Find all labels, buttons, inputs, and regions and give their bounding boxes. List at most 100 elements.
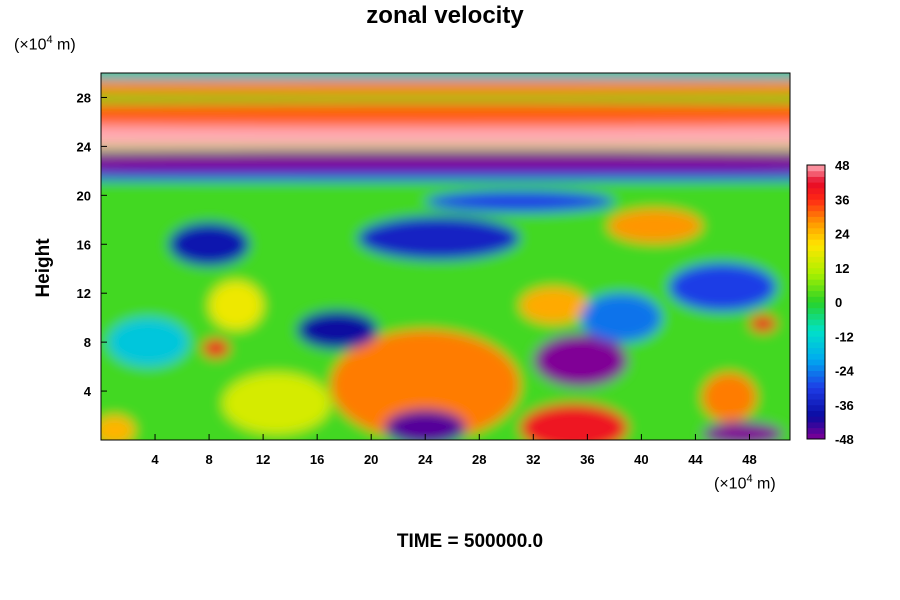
y-tick-label: 16 [77, 237, 91, 252]
colorbar-tick-label: -24 [835, 364, 855, 379]
colorbar-segment [807, 193, 825, 200]
colorbar-tick-label: 12 [835, 261, 849, 276]
heatmap-feature [533, 333, 628, 388]
y-tick-label: 24 [77, 139, 92, 154]
colorbar-segment [807, 210, 825, 217]
y-tick-label: 28 [77, 90, 91, 105]
x-unit-prefix: (×10 [714, 475, 747, 493]
heatmap-feature [607, 208, 703, 244]
colorbar-segment [807, 250, 825, 257]
heatmap-feature [101, 73, 790, 80]
colorbar-segment [807, 330, 825, 337]
x-tick-label: 20 [364, 452, 378, 467]
colorbar-segment [807, 404, 825, 411]
y-tick-label: 12 [77, 286, 91, 301]
heatmap-feature [357, 216, 520, 261]
y-tick-label: 4 [84, 384, 92, 399]
heatmap-feature [702, 421, 784, 440]
colorbar-tick-label: -36 [835, 398, 854, 413]
heatmap-feature [202, 338, 230, 359]
x-axis-unit: (×104 m) [714, 473, 776, 493]
y-axis-unit: (×104 m) [14, 34, 76, 54]
colorbar-segment [807, 187, 825, 195]
x-tick-label: 32 [526, 452, 540, 467]
colorbar-segment [807, 279, 825, 286]
heatmap-feature [668, 262, 777, 312]
time-label: TIME = 500000.0 [396, 531, 544, 552]
colorbar: 48 36 24 12 0 -12 -24 -36 -48 [806, 158, 855, 447]
colorbar-tick-label: -12 [835, 329, 854, 344]
colorbar-segment [807, 233, 825, 240]
x-tick-label: 44 [688, 452, 703, 467]
colorbar-segment [807, 296, 825, 303]
colorbar-segment [807, 399, 825, 406]
heatmap-feature [222, 372, 331, 434]
heatmap-feature [330, 329, 520, 440]
colorbar-tick-label: 24 [835, 227, 850, 242]
colorbar-segment [807, 393, 825, 400]
colorbar-segment [807, 381, 825, 389]
x-unit-exponent: 4 [746, 473, 753, 485]
heatmap-feature [101, 415, 135, 440]
y-unit-prefix: (×10 [14, 36, 47, 54]
colorbar-tick-label: 0 [835, 295, 842, 310]
colorbar-segment [807, 324, 825, 332]
y-tick-label: 20 [77, 188, 91, 203]
heatmap-feature [384, 409, 466, 440]
x-tick-label: 36 [580, 452, 594, 467]
x-tick-label: 24 [418, 452, 433, 467]
colorbar-segment [807, 222, 825, 229]
x-tick-label: 8 [205, 452, 212, 467]
colorbar-segment [807, 307, 825, 314]
heatmap-feature [702, 372, 757, 422]
x-tick-label: 28 [472, 452, 486, 467]
colorbar-segment [807, 341, 825, 349]
y-unit-exponent: 4 [46, 34, 53, 46]
heatmap-feature [101, 80, 790, 96]
plot-area [101, 73, 790, 440]
colorbar-segment [807, 376, 825, 383]
heatmap-field [101, 73, 790, 440]
colorbar-segment [807, 353, 825, 360]
heatmap-feature [101, 102, 790, 127]
heatmap-feature [209, 280, 264, 330]
colorbar-segment [807, 176, 825, 183]
heatmap-feature [107, 317, 189, 367]
x-tick-label: 16 [310, 452, 324, 467]
heatmap-feature [168, 222, 250, 267]
colorbar-segment [807, 433, 825, 440]
colorbar-segment [807, 421, 825, 429]
colorbar-tick-label: 48 [835, 158, 849, 173]
y-tick-label: 8 [84, 335, 91, 350]
colorbar-segment [807, 216, 825, 223]
colorbar-segment [807, 290, 825, 297]
heatmap-feature [296, 310, 378, 350]
colorbar-segment [807, 319, 825, 326]
x-tick-label: 12 [256, 452, 270, 467]
heatmap-feature [425, 190, 615, 213]
colorbar-segment [807, 262, 825, 269]
colorbar-segment [807, 244, 825, 252]
colorbar-segment [807, 256, 825, 263]
colorbar-segment [807, 410, 825, 417]
heatmap-feature [580, 293, 662, 343]
colorbar-segment [807, 347, 825, 354]
heatmap-feature [749, 315, 777, 333]
chart-title: zonal velocity [366, 2, 524, 29]
colorbar-segment [807, 199, 825, 206]
colorbar-segment [807, 387, 825, 394]
plot-frame [100, 72, 791, 441]
colorbar-segment [807, 336, 825, 343]
colorbar-segment [807, 284, 825, 292]
colorbar-segment [807, 364, 825, 371]
colorbar-segment [807, 170, 825, 177]
colorbar-segment [807, 302, 825, 309]
colorbar-segment [807, 273, 825, 280]
x-unit-suffix: m) [752, 475, 776, 493]
colorbar-frame [806, 164, 826, 440]
heatmap-feature [519, 287, 588, 324]
colorbar-segment [807, 239, 825, 246]
colorbar-segment [807, 416, 825, 423]
colorbar-segment [807, 267, 825, 274]
